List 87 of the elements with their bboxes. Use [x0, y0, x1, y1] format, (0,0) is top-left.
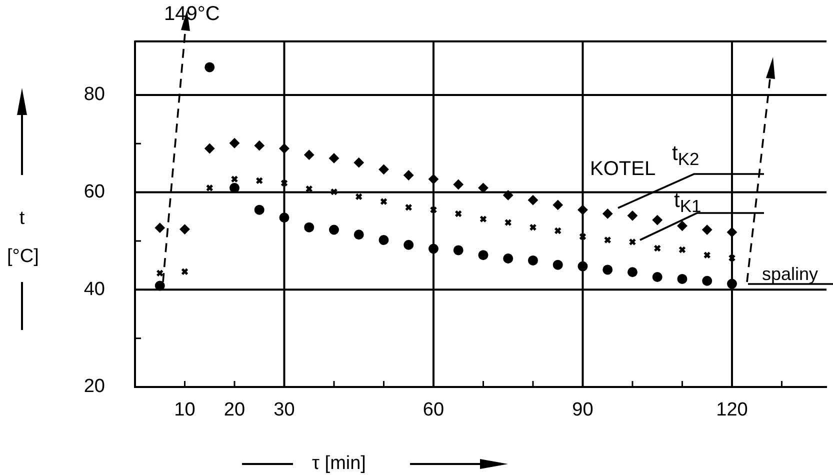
x-tick-label: 60	[422, 400, 444, 421]
point	[328, 224, 339, 235]
y-tick-label: 20	[84, 376, 105, 398]
point	[578, 261, 588, 272]
point	[254, 140, 264, 151]
point	[453, 245, 464, 256]
point	[578, 204, 588, 215]
point	[528, 195, 538, 206]
point	[330, 188, 338, 196]
point	[254, 204, 264, 215]
point	[552, 260, 563, 270]
point	[529, 224, 537, 232]
point	[478, 250, 488, 260]
point	[652, 272, 662, 282]
point	[504, 218, 512, 226]
point	[428, 244, 438, 254]
point	[404, 240, 414, 250]
series-label: spaliny	[762, 264, 818, 284]
point	[304, 150, 314, 160]
point	[378, 164, 389, 174]
point	[380, 198, 388, 206]
point	[602, 264, 613, 275]
point	[677, 220, 688, 231]
point	[478, 182, 488, 193]
point	[554, 227, 562, 234]
point	[355, 192, 363, 200]
point	[528, 255, 538, 266]
point	[181, 268, 188, 276]
point	[279, 212, 290, 223]
point	[404, 170, 414, 180]
point	[280, 179, 288, 187]
point	[430, 206, 438, 214]
point	[627, 267, 638, 278]
point	[702, 276, 712, 286]
point	[503, 190, 514, 200]
x-tick-label: 30	[274, 400, 295, 421]
point	[480, 215, 487, 223]
point	[726, 227, 737, 238]
point	[156, 269, 164, 277]
point	[206, 184, 214, 192]
point	[354, 230, 364, 240]
text: 149°C	[164, 3, 220, 25]
x-tick-label: 90	[572, 400, 594, 421]
x-axis-title: τ [min]	[312, 453, 366, 474]
point	[378, 235, 389, 245]
y-tick-label: 80	[84, 84, 105, 106]
annotation: KOTEL	[590, 158, 656, 180]
point	[627, 210, 638, 221]
y-axis-title: t [°C]	[7, 207, 39, 269]
point	[604, 236, 612, 244]
point	[328, 153, 339, 164]
point	[728, 254, 736, 262]
x-tick-label: 120	[716, 400, 748, 421]
point	[552, 200, 563, 210]
point	[154, 222, 165, 233]
point	[180, 224, 190, 234]
point	[229, 138, 240, 148]
point	[702, 224, 712, 235]
point	[726, 278, 737, 289]
point	[256, 176, 264, 184]
y-tick-label: 60	[84, 182, 105, 203]
point	[628, 238, 636, 246]
y-tick-label: 40	[84, 278, 105, 300]
point	[354, 158, 364, 168]
point	[454, 210, 462, 218]
point	[204, 62, 215, 72]
point	[579, 232, 586, 240]
point	[428, 174, 438, 184]
point	[154, 280, 165, 291]
point	[304, 222, 314, 232]
point	[678, 246, 686, 254]
series-label: t$_{K1}$	[674, 189, 702, 216]
x-tick-label: 20	[224, 400, 246, 421]
point	[204, 143, 215, 154]
point	[229, 182, 240, 193]
point	[654, 244, 662, 252]
text: t$_{K2}$	[672, 142, 700, 170]
point	[453, 180, 464, 190]
point	[602, 208, 613, 219]
point	[652, 215, 662, 226]
point	[404, 204, 412, 212]
point	[230, 175, 238, 183]
x-tick-label: 10	[174, 400, 196, 421]
point	[703, 251, 711, 259]
point	[503, 253, 514, 264]
point	[279, 143, 290, 154]
point	[677, 274, 688, 284]
